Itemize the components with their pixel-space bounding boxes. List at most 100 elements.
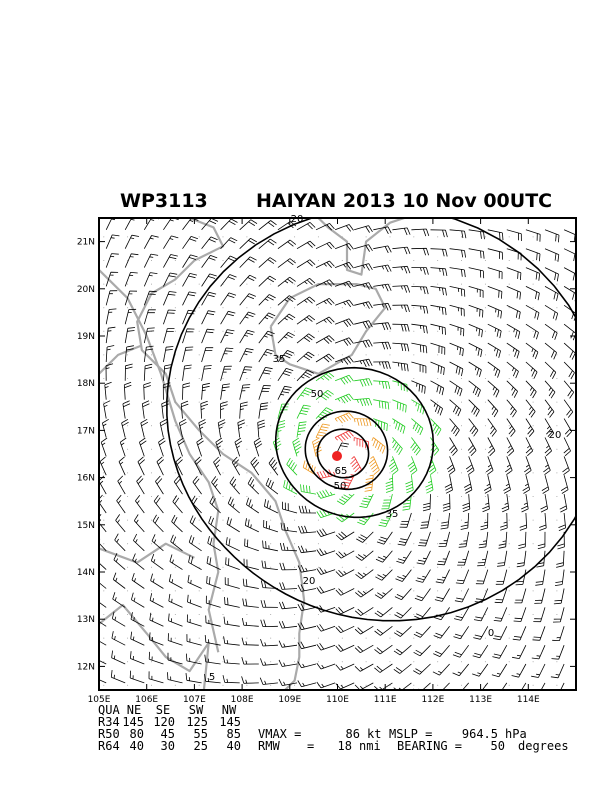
wind-barb bbox=[149, 632, 164, 646]
wind-barb bbox=[282, 501, 298, 514]
grid-dot bbox=[317, 236, 319, 238]
wind-barb bbox=[515, 569, 527, 586]
wind-barb bbox=[497, 550, 508, 567]
bearing-unit: degrees bbox=[518, 739, 569, 753]
grid-dot bbox=[389, 425, 391, 427]
grid-dot bbox=[341, 354, 343, 356]
grid-dot bbox=[365, 307, 367, 309]
grid-dot bbox=[270, 330, 272, 332]
grid-dot bbox=[198, 661, 200, 663]
wind-barb bbox=[465, 456, 475, 476]
wind-barbs-layer bbox=[99, 218, 576, 690]
wind-barb bbox=[374, 607, 393, 618]
wind-barb bbox=[506, 323, 521, 339]
wind-barb bbox=[100, 437, 108, 457]
row-r64-nw: 40 bbox=[227, 739, 241, 753]
wind-barb bbox=[559, 494, 568, 513]
wind-barb bbox=[258, 238, 277, 250]
wind-barb bbox=[163, 272, 178, 287]
wind-barb bbox=[224, 577, 240, 589]
wind-barb bbox=[487, 248, 503, 260]
wind-barb bbox=[553, 588, 565, 605]
grid-dot bbox=[508, 307, 510, 309]
wind-barb bbox=[371, 437, 386, 454]
grid-dot bbox=[246, 425, 248, 427]
wind-barb bbox=[544, 323, 558, 340]
wind-barb bbox=[188, 555, 202, 570]
wind-barb bbox=[279, 601, 298, 610]
wind-barb bbox=[354, 301, 373, 309]
wind-barb bbox=[316, 662, 336, 670]
wind-barb bbox=[234, 437, 243, 457]
wind-barb bbox=[474, 588, 489, 603]
wind-barb bbox=[220, 218, 238, 231]
grid-dot bbox=[198, 330, 200, 332]
wind-barb bbox=[131, 572, 145, 589]
grid-dot bbox=[270, 543, 272, 545]
wind-barb bbox=[430, 437, 440, 456]
wind-barb bbox=[544, 286, 559, 301]
grid-dot bbox=[246, 637, 248, 639]
wind-barb bbox=[449, 380, 463, 397]
wind-barb bbox=[430, 304, 447, 316]
wind-barb bbox=[454, 588, 470, 603]
wind-barb bbox=[277, 385, 292, 400]
wind-barb bbox=[104, 381, 112, 400]
wind-barb bbox=[222, 655, 240, 665]
contour-label-20-top: 20 bbox=[291, 214, 304, 225]
grid-dot bbox=[341, 448, 343, 450]
wind-barb bbox=[355, 588, 374, 598]
wind-barb bbox=[434, 588, 450, 602]
wind-barb bbox=[444, 475, 453, 494]
y-tick-label: 18N bbox=[77, 379, 95, 389]
vmax-value: 86 bbox=[346, 727, 360, 741]
wind-barb bbox=[394, 607, 412, 619]
grid-dot bbox=[437, 330, 439, 332]
wind-barb bbox=[296, 369, 314, 382]
vmax-unit: kt bbox=[367, 727, 381, 741]
wind-barb bbox=[487, 304, 502, 319]
wind-barb bbox=[113, 553, 126, 570]
grid-dot bbox=[484, 614, 486, 615]
wind-barb bbox=[541, 475, 550, 494]
x-tick-label: 108E bbox=[231, 695, 254, 705]
wind-barb bbox=[244, 538, 259, 552]
grid-dot bbox=[270, 519, 272, 521]
grid-dot bbox=[103, 590, 105, 592]
wind-barb bbox=[334, 318, 354, 328]
contour-label-0: 0 bbox=[488, 628, 494, 639]
grid-dot bbox=[437, 543, 439, 545]
wind-barb bbox=[297, 603, 317, 611]
wind-barb bbox=[335, 625, 355, 634]
wind-barb bbox=[124, 290, 138, 306]
wind-barb bbox=[204, 674, 221, 684]
wind-barb bbox=[220, 237, 238, 249]
wind-barb bbox=[334, 243, 354, 251]
grid-dot bbox=[222, 566, 224, 568]
grid-dot bbox=[317, 519, 319, 521]
grid-dot bbox=[103, 661, 105, 663]
grid-dot bbox=[198, 283, 200, 285]
grid-dot bbox=[174, 378, 176, 379]
wind-barb bbox=[487, 286, 503, 299]
grid-dot bbox=[389, 401, 391, 403]
grid-dot bbox=[413, 354, 415, 356]
wind-barb bbox=[563, 323, 576, 341]
wind-barb bbox=[208, 515, 221, 533]
y-tick-label: 17N bbox=[77, 426, 95, 436]
wind-barb bbox=[220, 255, 238, 268]
grid-dot bbox=[389, 543, 391, 545]
wind-barb bbox=[506, 418, 516, 437]
grid-dot bbox=[508, 637, 510, 639]
wind-barb bbox=[296, 259, 316, 268]
wind-barb bbox=[263, 519, 279, 533]
wind-barb bbox=[143, 309, 156, 325]
wind-barb bbox=[491, 663, 508, 678]
wind-barb bbox=[354, 607, 374, 616]
wind-barb bbox=[392, 342, 410, 352]
wind-barb bbox=[140, 418, 149, 438]
grid-dot bbox=[317, 260, 319, 261]
wind-barb bbox=[163, 328, 175, 344]
wind-barb bbox=[130, 612, 145, 627]
wind-barb bbox=[544, 229, 560, 243]
